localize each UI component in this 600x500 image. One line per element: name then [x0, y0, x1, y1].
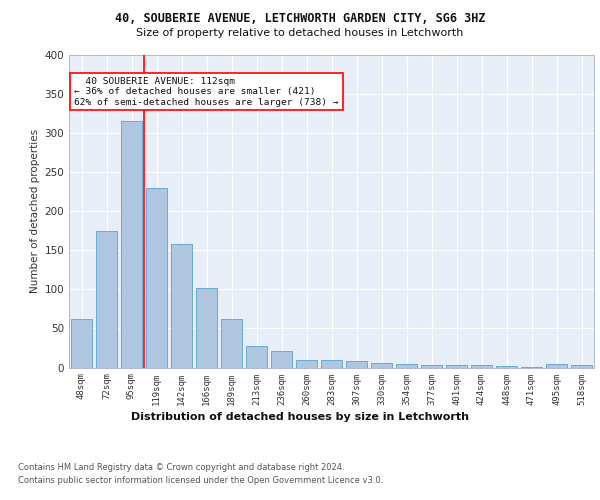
- Bar: [421, 365, 442, 368]
- Bar: [121, 122, 142, 368]
- Text: Contains public sector information licensed under the Open Government Licence v3: Contains public sector information licen…: [18, 476, 383, 485]
- Text: Size of property relative to detached houses in Letchworth: Size of property relative to detached ho…: [136, 28, 464, 38]
- Bar: [396, 364, 417, 368]
- Bar: [171, 244, 192, 368]
- Text: Distribution of detached houses by size in Letchworth: Distribution of detached houses by size …: [131, 412, 469, 422]
- Y-axis label: Number of detached properties: Number of detached properties: [30, 129, 40, 294]
- Text: Contains HM Land Registry data © Crown copyright and database right 2024.: Contains HM Land Registry data © Crown c…: [18, 462, 344, 471]
- Text: 40, SOUBERIE AVENUE, LETCHWORTH GARDEN CITY, SG6 3HZ: 40, SOUBERIE AVENUE, LETCHWORTH GARDEN C…: [115, 12, 485, 26]
- Bar: [471, 365, 492, 368]
- Bar: [546, 364, 567, 368]
- Bar: [146, 188, 167, 368]
- Bar: [71, 319, 92, 368]
- Bar: [321, 360, 342, 368]
- Bar: [571, 365, 592, 368]
- Bar: [196, 288, 217, 368]
- Bar: [371, 363, 392, 368]
- Bar: [296, 360, 317, 368]
- Bar: [521, 366, 542, 368]
- Text: 40 SOUBERIE AVENUE: 112sqm
← 36% of detached houses are smaller (421)
62% of sem: 40 SOUBERIE AVENUE: 112sqm ← 36% of deta…: [74, 77, 339, 106]
- Bar: [271, 351, 292, 368]
- Bar: [496, 366, 517, 368]
- Bar: [246, 346, 267, 368]
- Bar: [446, 365, 467, 368]
- Bar: [346, 361, 367, 368]
- Bar: [221, 319, 242, 368]
- Bar: [96, 231, 117, 368]
